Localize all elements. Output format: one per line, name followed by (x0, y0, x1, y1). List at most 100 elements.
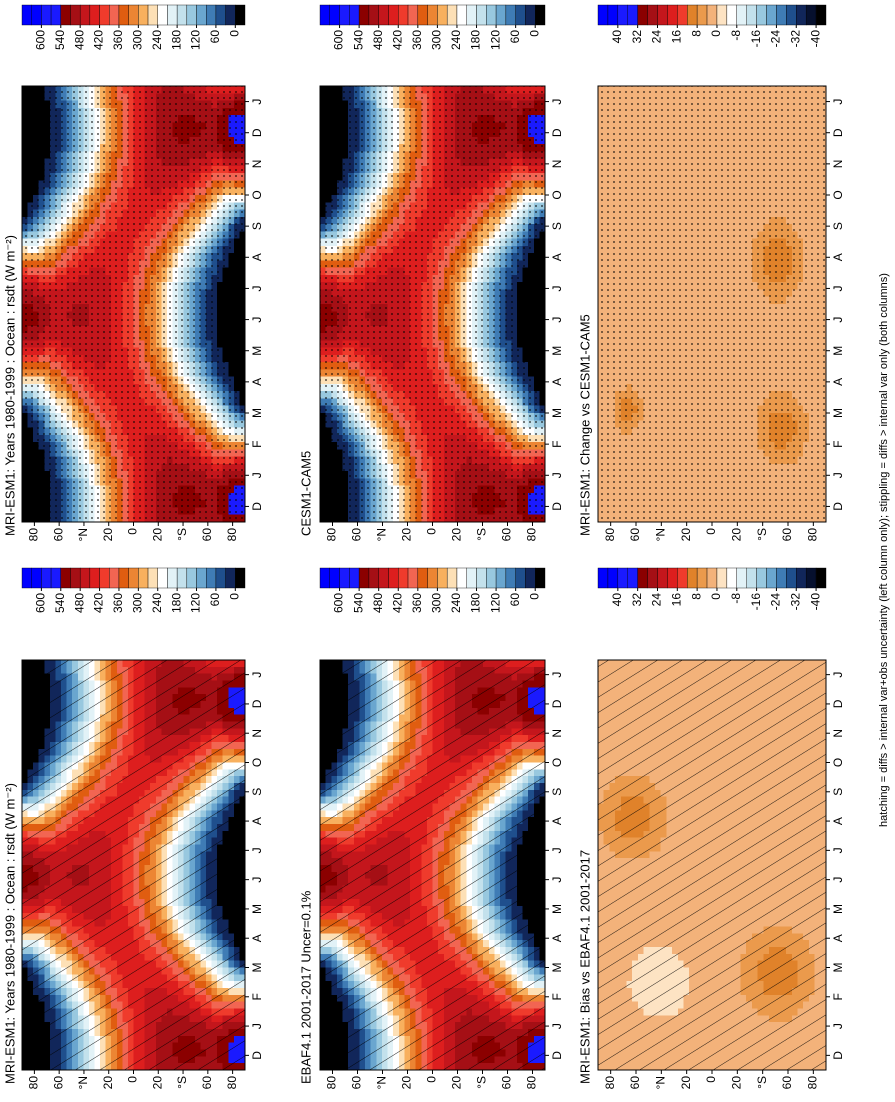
colorbar-box (196, 567, 207, 589)
colorbar-box (167, 567, 178, 589)
colorbar-label: 120 (189, 30, 203, 50)
panel-title: EBAF4.1 2001-2017 Uncer=0.1% (298, 890, 313, 1084)
x-tick-label: A (250, 934, 264, 942)
x-tick-label: A (250, 253, 264, 261)
colorbar-box (157, 567, 168, 589)
colorbar-box (50, 567, 61, 589)
x-tick-label: M (250, 963, 264, 973)
x-tick-label: F (250, 440, 264, 447)
colorbar-label: 480 (72, 593, 86, 613)
colorbar-box (41, 567, 52, 589)
colorbar-box (128, 4, 139, 26)
y-tick-label: 80 (225, 528, 239, 542)
x-tick-label: J (250, 285, 264, 291)
x-tick-label: M (250, 346, 264, 356)
panel-title: MRI-ESM1: Years 1980-1999 : Ocean : rsdt… (2, 235, 17, 536)
x-tick-label: J (250, 877, 264, 883)
panel: MRI-ESM1: Years 1980-1999 : Ocean : rsdt… (2, 567, 264, 1090)
colorbar-box (89, 567, 100, 589)
colorbar-box (138, 4, 149, 26)
colorbar-box (235, 4, 246, 26)
footnote: hatching = diffs > internal var+obs unce… (878, 273, 890, 827)
panel: EBAF4.1 2001-2017 Uncer=0.1% 80 60 °N 20 0 20 °… (298, 567, 564, 1089)
colorbar-box (109, 567, 120, 589)
colorbar-box (70, 4, 81, 26)
x-tick-label: J (250, 1023, 264, 1029)
colorbar-box (79, 567, 91, 589)
x-tick-label: S (250, 222, 264, 230)
x-tick-label: A (250, 817, 264, 825)
colorbar-box (60, 4, 71, 26)
colorbar-label: 480 (72, 30, 86, 50)
colorbar-label: 540 (53, 30, 67, 50)
x-tick-label: O (250, 190, 264, 199)
colorbar-box (89, 4, 100, 26)
x-tick-label: O (250, 758, 264, 767)
colorbar-box (176, 4, 188, 26)
colorbar-box (176, 567, 188, 589)
x-tick-label: J (250, 847, 264, 853)
y-tick-label: 60 (200, 528, 214, 542)
colorbar-box (157, 4, 168, 26)
x-tick-label: A (250, 378, 264, 386)
panel: MRI-ESM1: Years 1980-1999 : Ocean : rsdt… (2, 4, 264, 542)
y-tick-label: 80 (225, 1076, 239, 1090)
y-tick-label: 80 (27, 1076, 41, 1090)
x-tick-label: D (250, 699, 264, 708)
colorbar-box (109, 4, 120, 26)
colorbar-label: 600 (34, 593, 48, 613)
colorbar-label: 600 (34, 30, 48, 50)
colorbar-label: 300 (131, 593, 145, 613)
colorbar-box (167, 4, 178, 26)
colorbar-box (21, 567, 32, 589)
x-tick-label: D (250, 1051, 264, 1060)
y-tick-label: 0 (126, 528, 140, 535)
x-tick-label: J (250, 672, 264, 678)
x-tick-label: J (250, 317, 264, 323)
x-tick-label: D (250, 128, 264, 137)
colorbar-label: 420 (92, 30, 106, 50)
y-tick-label: 60 (200, 1076, 214, 1090)
colorbar-box (118, 4, 129, 26)
overlay-pattern (22, 86, 245, 522)
x-tick-label: F (250, 993, 264, 1000)
colorbar-box (225, 4, 236, 26)
colorbar-label: 120 (189, 593, 203, 613)
colorbar-box (225, 567, 236, 589)
colorbar-box (196, 4, 207, 26)
colorbar-box (79, 4, 91, 26)
colorbar-box (31, 4, 42, 26)
colorbar-box (31, 567, 42, 589)
colorbar-box (118, 567, 129, 589)
colorbar-box (215, 567, 226, 589)
colorbar-box (70, 567, 81, 589)
x-tick-label: J (250, 99, 264, 105)
x-tick-label: S (250, 788, 264, 796)
colorbar-label: 180 (169, 30, 183, 50)
x-tick-label: M (250, 408, 264, 418)
colorbar-label: 420 (92, 593, 106, 613)
colorbar-label: 540 (53, 593, 67, 613)
colorbar-box (206, 567, 217, 589)
colorbar-box (138, 567, 149, 589)
colorbar-label: 240 (150, 593, 164, 613)
y-tick-label: °N (76, 1076, 90, 1089)
colorbar-box (147, 4, 158, 26)
colorbar-label: 60 (208, 30, 222, 44)
y-tick-label: °N (76, 528, 90, 541)
x-tick-label: M (250, 904, 264, 914)
colorbar-box (215, 4, 226, 26)
colorbar-label: 0 (227, 30, 241, 37)
colorbar-label: 300 (131, 30, 145, 50)
x-tick-label: D (250, 502, 264, 511)
colorbar-box (21, 4, 32, 26)
colorbar-label: 240 (150, 30, 164, 50)
colorbar-box (206, 4, 217, 26)
colorbar-label: 60 (208, 593, 222, 607)
colorbar-box (50, 4, 61, 26)
colorbar-box (235, 567, 246, 589)
y-tick-label: 20 (101, 528, 115, 542)
colorbar-box (99, 567, 110, 589)
